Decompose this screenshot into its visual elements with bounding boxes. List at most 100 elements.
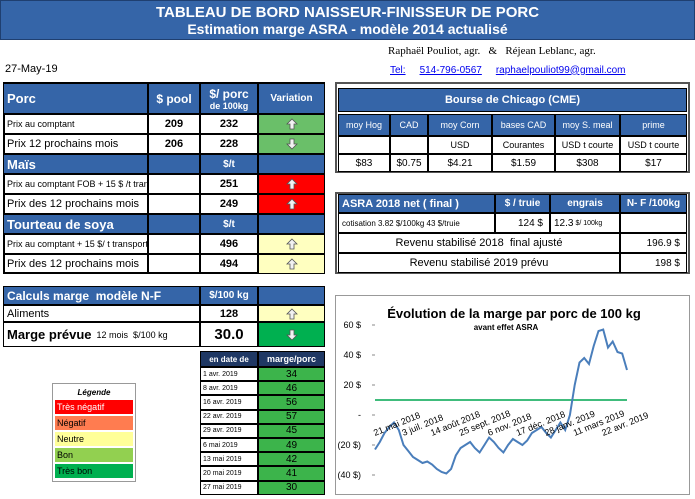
chicago-value: $308 [555, 154, 620, 172]
header-fill [258, 214, 325, 234]
chicago-column: bases CAD [492, 114, 555, 136]
revenue-label: Revenu stabilisé 2018 final ajusté [338, 233, 620, 253]
column-header: Variation [258, 83, 325, 114]
price-value: 232 [200, 114, 258, 134]
price-value: 251 [200, 174, 258, 194]
legend-title: Légende [77, 387, 111, 397]
history-date: 22 avr. 2019 [200, 409, 258, 424]
chicago-unit: Courantes [492, 136, 555, 154]
contact: Tel: 514-796-0567 raphaelpouliot99@gmail.c… [390, 63, 690, 77]
section-header: Porc [3, 83, 148, 114]
margin-label: Marge prévue 12 mois $/100 kg [3, 322, 200, 347]
chicago-unit: USD t courte [555, 136, 620, 154]
y-tick-label: 20 $ [343, 380, 361, 390]
line-series [374, 328, 628, 475]
legend-item: Bon [55, 448, 133, 462]
asra-fertilizer: 12.3 $/ 100kg [550, 213, 620, 233]
history-value: 57 [258, 409, 325, 424]
history-value: 46 [258, 381, 325, 396]
legend-item: Très bon [55, 464, 133, 478]
revenue-value: 196.9 $ [620, 233, 687, 253]
row-label: Prix des 12 prochains mois [3, 254, 148, 274]
date: 27-May-19 [5, 63, 58, 75]
pool-value [148, 234, 200, 254]
chart-title: Évolution de la marge par porc de 100 kg [387, 306, 641, 321]
chicago-unit: USD t courte [620, 136, 687, 154]
header-fill [148, 214, 200, 234]
history-date: 8 avr. 2019 [200, 381, 258, 396]
variation [258, 254, 325, 274]
legend-item: Neutre [55, 432, 133, 446]
asra-cotisation: cotisation 3.82 $/100kg 43 $/truie [338, 213, 495, 233]
calc-unit: $/100 kg [200, 286, 258, 305]
header-fill [148, 154, 200, 174]
history-date: 16 avr. 2019 [200, 395, 258, 410]
chicago-column: moy Hog [338, 114, 390, 136]
price-value: 494 [200, 254, 258, 274]
row-label: Prix au comptant [3, 114, 148, 134]
fertilizer-value: 12.3 [554, 217, 574, 229]
history-value: 41 [258, 466, 325, 481]
pool-value: 209 [148, 114, 200, 134]
history-date: 1 avr. 2019 [200, 367, 258, 382]
price-value: 496 [200, 234, 258, 254]
asra-header: engrais [550, 194, 620, 213]
variation [258, 114, 325, 134]
legend-box [52, 383, 136, 482]
box [335, 192, 690, 274]
chicago-unit: USD [428, 136, 492, 154]
history-date: 29 avr. 2019 [200, 423, 258, 438]
asra-empty [620, 213, 687, 233]
column-header-line: de 100kg [209, 100, 249, 111]
asra-header: $ / truie [495, 194, 550, 213]
revenue-value: 198 $ [620, 253, 687, 273]
asra-header: ASRA 2018 net ( final ) [338, 194, 495, 213]
chicago-column: CAD [390, 114, 428, 136]
chicago-unit [338, 136, 390, 154]
history-date: 20 mai 2019 [200, 466, 258, 481]
chicago-value: $1.59 [492, 154, 555, 172]
pool-value [148, 174, 200, 194]
email: raphaelpouliot99@gmail.com [495, 64, 626, 76]
chicago-column: moy Corn [428, 114, 492, 136]
chart-box [335, 295, 690, 495]
trend-arrow [285, 118, 298, 130]
history-value: 34 [258, 367, 325, 382]
pool-value: 206 [148, 134, 200, 154]
trend-arrow [285, 138, 298, 150]
history-date: 27 mai 2019 [200, 480, 258, 495]
pool-value [148, 254, 200, 274]
y-tick-label: (20 $) [337, 440, 361, 450]
history-value: 49 [258, 438, 325, 453]
y-tick-label: (40 $) [337, 470, 361, 480]
price-value: 249 [200, 194, 258, 214]
unit-header: $/t [200, 154, 258, 174]
y-tick-label: 60 $ [343, 320, 361, 330]
subtitle: Estimation marge ASRA - modèle 2014 actu… [187, 20, 508, 37]
chicago-value: $83 [338, 154, 390, 172]
chart: Évolution de la marge par porc de 100 kg… [337, 306, 649, 480]
revenue-label: Revenu stabilisé 2019 prévu [338, 253, 620, 273]
history-date: 6 mai 2019 [200, 438, 258, 453]
variation [258, 234, 325, 254]
column-header: $ pool [148, 83, 200, 114]
row-label: Prix des 12 prochains mois [3, 194, 148, 214]
title-banner: TABLEAU DE BORD NAISSEUR-FINISSEUR DE PO… [0, 0, 695, 40]
column-header-line: $/ porc [209, 86, 249, 101]
chicago-value: $4.21 [428, 154, 492, 172]
section-header: Tourteau de soya [3, 214, 148, 234]
price-value: 228 [200, 134, 258, 154]
history-header: marge/porc [258, 351, 325, 367]
box [335, 82, 690, 173]
fertilizer-unit: $/ 100kg [575, 219, 603, 227]
variation [258, 322, 325, 347]
history-date: 13 mai 2019 [200, 452, 258, 467]
trend-arrow [285, 178, 298, 190]
variation [258, 134, 325, 154]
trend-arrow [285, 307, 298, 319]
legend-item: Négatif [55, 416, 133, 430]
header-fill [258, 154, 325, 174]
trend-arrow [285, 238, 298, 250]
chicago-value: $0.75 [390, 154, 428, 172]
